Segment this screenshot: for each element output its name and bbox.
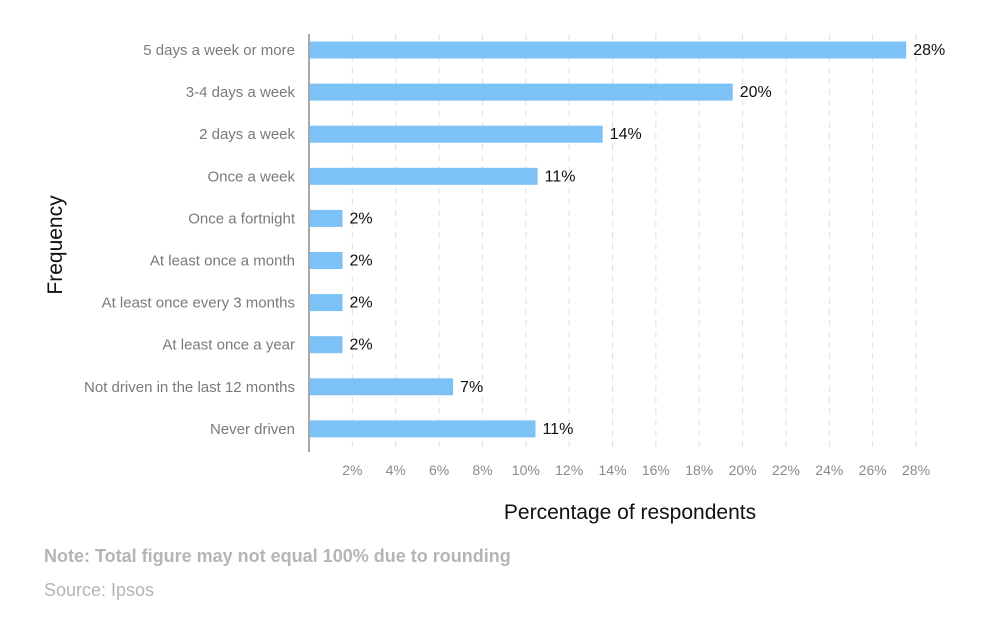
x-tick-label-22: 22%: [772, 462, 800, 478]
bar-chart: 5 days a week or more 28% 3-4 days a week 2…: [44, 34, 945, 524]
chart-container: 5 days a week or more 28% 3-4 days a week 2…: [44, 34, 945, 524]
data-label-9: 11%: [542, 421, 573, 438]
category-label-2: 2 days a week: [199, 126, 295, 143]
data-label-1: 20%: [740, 84, 772, 101]
chart-source: Source: Ipsos: [44, 580, 155, 600]
x-tick-label-6: 6%: [429, 462, 449, 478]
x-tick-label-2: 2%: [342, 462, 362, 478]
bar-9: [310, 420, 536, 438]
x-tick-label-10: 10%: [512, 462, 540, 478]
data-label-4: 2%: [350, 210, 373, 227]
bar-1: [310, 83, 733, 101]
bar-3: [310, 167, 538, 185]
category-label-5: At least once a month: [150, 253, 295, 270]
bar-8: [310, 378, 454, 396]
data-label-3: 11%: [545, 168, 576, 185]
x-tick-label-20: 20%: [729, 462, 757, 478]
data-label-2: 14%: [610, 126, 642, 143]
bar-4: [310, 209, 343, 227]
bar-2: [310, 125, 603, 143]
data-label-5: 2%: [350, 253, 373, 270]
data-label-0: 28%: [913, 42, 945, 59]
category-label-8: Not driven in the last 12 months: [84, 379, 295, 396]
x-tick-label-8: 8%: [472, 462, 492, 478]
category-label-3: Once a week: [207, 168, 295, 185]
category-label-0: 5 days a week or more: [143, 42, 295, 59]
category-label-6: At least once every 3 months: [102, 295, 295, 312]
x-tick-label-24: 24%: [815, 462, 843, 478]
y-axis-title: Frequency: [44, 195, 67, 295]
bar-0: [310, 41, 907, 59]
x-tick-label-4: 4%: [386, 462, 406, 478]
chart-note: Note: Total figure may not equal 100% du…: [44, 546, 511, 566]
bar-6: [310, 294, 343, 312]
x-axis-title: Percentage of respondents: [504, 501, 756, 524]
x-tick-label-12: 12%: [555, 462, 583, 478]
bar-5: [310, 252, 343, 269]
category-label-4: Once a fortnight: [188, 210, 296, 227]
x-tick-label-28: 28%: [902, 462, 930, 478]
data-label-6: 2%: [350, 295, 373, 312]
data-label-8: 7%: [460, 379, 483, 396]
category-label-7: At least once a year: [162, 337, 295, 354]
category-label-9: Never driven: [210, 421, 295, 438]
x-tick-label-26: 26%: [859, 462, 887, 478]
x-tick-label-14: 14%: [599, 462, 627, 478]
data-label-7: 2%: [350, 337, 373, 354]
x-tick-label-18: 18%: [685, 462, 713, 478]
bar-7: [310, 336, 343, 354]
category-label-1: 3-4 days a week: [186, 84, 296, 101]
x-tick-label-16: 16%: [642, 462, 670, 478]
